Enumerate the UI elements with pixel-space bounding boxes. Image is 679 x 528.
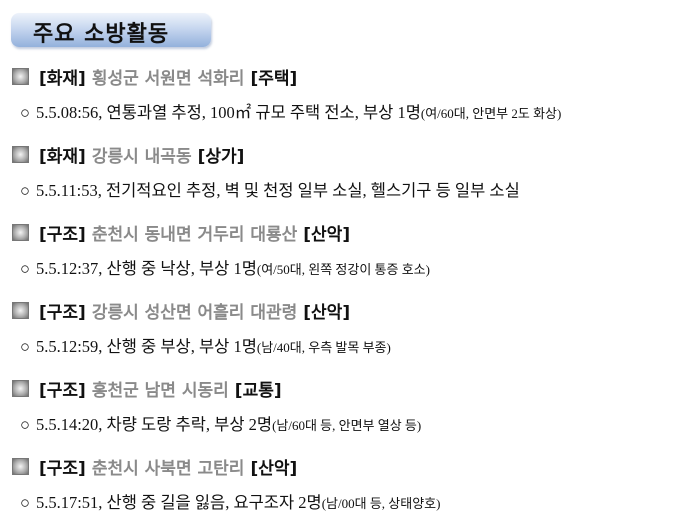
entry-location: 횡성군 서원면 석화리 [91,68,245,89]
entry-category: [구조] [39,458,86,479]
entry-header: [화재] 강릉시 내곡동 [상가] [12,141,672,167]
entry-category: [구조] [39,380,86,401]
entry-location: 강릉시 내곡동 [91,146,192,167]
entry-detail: ○ 5.5.08:56, 연통과열 추정, 100㎡ 규모 주택 전소, 부상 1… [12,99,672,123]
entry-detail: ○ 5.5.12:59, 산행 중 부상, 부상 1명(남/40대, 우측 발목 … [12,333,672,357]
entry-type: [상가] [197,146,245,167]
square-bullet-icon [12,301,29,319]
entry-detail: ○ 5.5.12:37, 산행 중 낙상, 부상 1명(여/50대, 왼쪽 정강이… [12,255,672,279]
entry-type: [산악] [303,302,351,323]
entry-location: 홍천군 남면 시동리 [91,380,229,401]
entry-header: [구조] 홍천군 남면 시동리 [교통] [12,375,672,401]
circle-bullet-icon: ○ [20,415,30,434]
activity-entry: [구조] 홍천군 남면 시동리 [교통] ○ 5.5.14:20, 차량 도랑 추… [12,375,672,435]
circle-bullet-icon: ○ [20,181,30,200]
entry-header: [구조] 춘천시 사북면 고탄리 [산악] [12,453,672,479]
entry-type: [산악] [250,458,298,479]
activity-entry: [화재] 횡성군 서원면 석화리 [주택] ○ 5.5.08:56, 연통과열 추… [12,63,672,123]
entry-detail: ○ 5.5.17:51, 산행 중 길을 잃음, 요구조자 2명(남/00대 등,… [12,489,672,513]
activity-entry: [화재] 강릉시 내곡동 [상가] ○ 5.5.11:53, 전기적요인 추정, … [12,141,672,201]
entry-detail: ○ 5.5.11:53, 전기적요인 추정, 벽 및 천정 일부 소실, 헬스기구… [12,177,672,201]
entry-detail-note: (남/00대 등, 상태양호) [321,496,441,511]
activity-entry: [구조] 강릉시 성산면 어흘리 대관령 [산악] ○ 5.5.12:59, 산행… [12,297,672,357]
entry-detail-text: 5.5.14:20, 차량 도랑 추락, 부상 2명 [35,415,273,434]
entry-header: [구조] 강릉시 성산면 어흘리 대관령 [산악] [12,297,672,323]
section-title: 주요 소방활동 [33,22,170,47]
entry-detail-text: 5.5.11:53, 전기적요인 추정, 벽 및 천정 일부 소실, 헬스기구 … [35,181,520,200]
circle-bullet-icon: ○ [20,103,30,122]
entry-location: 춘천시 사북면 고탄리 [91,458,245,479]
section-title-badge: 주요 소방활동 [11,13,211,47]
entry-header: [구조] 춘천시 동내면 거두리 대룡산 [산악] [12,219,672,245]
entry-detail: ○ 5.5.14:20, 차량 도랑 추락, 부상 2명(남/60대 등, 안면부… [12,411,672,435]
entry-detail-text: 5.5.17:51, 산행 중 길을 잃음, 요구조자 2명 [35,493,322,512]
entry-detail-text: 5.5.08:56, 연통과열 추정, 100㎡ 규모 주택 전소, 부상 1명 [35,103,421,122]
square-bullet-icon [12,379,29,397]
entry-detail-text: 5.5.12:59, 산행 중 부상, 부상 1명 [35,337,257,356]
entry-category: [구조] [39,302,86,323]
entry-detail-note: (남/40대, 우측 발목 부종) [256,340,391,355]
entry-detail-text: 5.5.12:37, 산행 중 낙상, 부상 1명 [35,259,257,278]
entry-header: [화재] 횡성군 서원면 석화리 [주택] [12,63,672,89]
circle-bullet-icon: ○ [20,259,30,278]
entry-type: [주택] [250,68,298,89]
square-bullet-icon [12,145,29,163]
entry-type: [교통] [234,380,282,401]
entry-detail-note: (여/60대, 안면부 2도 화상) [420,106,562,121]
circle-bullet-icon: ○ [20,493,30,512]
square-bullet-icon [12,223,29,241]
entry-category: [구조] [39,224,86,245]
entry-type: [산악] [303,224,351,245]
entry-detail-note: (여/50대, 왼쪽 정강이 통증 호소) [256,262,430,277]
entry-location: 춘천시 동내면 거두리 대룡산 [91,224,298,245]
entry-location: 강릉시 성산면 어흘리 대관령 [91,302,298,323]
circle-bullet-icon: ○ [20,337,30,356]
entry-category: [화재] [39,146,86,167]
activity-entry: [구조] 춘천시 동내면 거두리 대룡산 [산악] ○ 5.5.12:37, 산행… [12,219,672,279]
square-bullet-icon [12,457,29,475]
entry-category: [화재] [39,68,86,89]
entry-detail-note: (남/60대 등, 안면부 열상 등) [272,418,422,433]
activity-entry: [구조] 춘천시 사북면 고탄리 [산악] ○ 5.5.17:51, 산행 중 길… [12,453,672,513]
square-bullet-icon [12,67,29,85]
